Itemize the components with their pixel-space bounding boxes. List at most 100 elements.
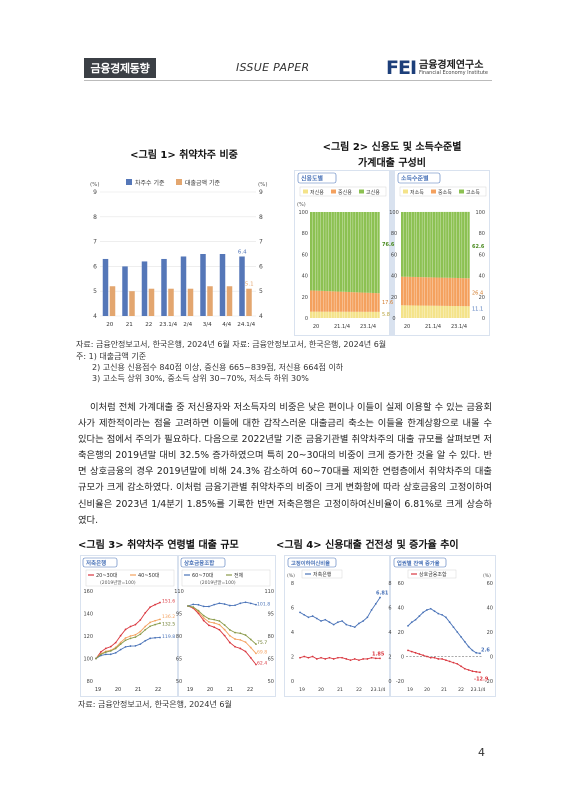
fig3-right-40-50-point [218, 623, 221, 626]
fig3-left-60-70-point [149, 637, 152, 640]
fig3-annotation: 132.5 [162, 622, 175, 628]
fig2-bar-right [416, 277, 420, 306]
fig4-right-savings-point [441, 613, 444, 616]
fig4-right-savings-point [471, 649, 474, 652]
fig2-bar-right [419, 305, 422, 318]
fig3-left-20-30-point [139, 619, 142, 621]
fig3-left-60-70-point [154, 636, 156, 639]
fig2-bar-right [459, 211, 462, 279]
fig1-annotation: 5.1 [245, 282, 254, 288]
fig2-bar-left [377, 212, 380, 294]
fig2-bar-left [310, 311, 313, 318]
fig4-right-coop-point [418, 653, 421, 655]
fig2-bar-left [371, 311, 375, 318]
fig2-bar-left [355, 292, 359, 312]
fig2-bar-left [328, 291, 332, 312]
fig2-bar-right [443, 305, 446, 318]
fig3-left-40-50-point [119, 641, 122, 644]
fig3-right-20-30-point [255, 663, 257, 666]
fig2-bar-right [448, 305, 452, 318]
fig2-bar-right [440, 305, 444, 318]
fig3-left-20-30-point [134, 623, 137, 626]
fig4-ytick-mid-left: 0 [388, 679, 391, 685]
fig2-bar-left [355, 311, 359, 318]
fig1-ytick-left: 4 [93, 313, 97, 320]
fig4-ytick-left: 8 [291, 581, 294, 587]
fig3-left-20-30-point [159, 601, 161, 604]
fig4-right-savings-point [444, 616, 447, 619]
fig2-bar-left [326, 291, 329, 312]
fig2-bar-left [323, 311, 326, 318]
fig2-bar-left [371, 292, 375, 312]
fig4-left-savings-point [353, 626, 356, 628]
fig2-bar-right [435, 211, 438, 278]
fig2-ytick-left: 100 [298, 210, 308, 216]
fig4-left-coop-point [345, 658, 348, 660]
fig4-right-coop-point [414, 651, 417, 654]
fig3-ytick-mid: 50 [176, 679, 182, 685]
fig3-legend-note-left: (2019년말=100) [100, 579, 136, 586]
fig3-xtick-right: 22 [247, 687, 253, 693]
fig2-bar-left [361, 212, 364, 293]
fig2-bar-left [361, 292, 364, 312]
fig2-bar-right [406, 276, 409, 306]
fig2-bar-right [411, 305, 414, 318]
fig2-bar-left [350, 292, 353, 312]
fig1-xtick: 2/4 [183, 322, 192, 328]
fig3-left-total-point [159, 622, 161, 625]
fig2-bar-left [361, 311, 364, 318]
fig3-annotation: 136.2 [162, 614, 175, 620]
fig2-bar-left [328, 311, 332, 318]
fig3-right-total-point [197, 609, 200, 612]
fig4-right-savings-point [452, 626, 455, 628]
fig2-ytick-left: 80 [302, 231, 308, 237]
fig2-ytick-mid: 60 [391, 252, 397, 258]
fig3-left-40-50-point [129, 635, 132, 637]
fig1-bar [226, 286, 233, 316]
fig3-left-40-50-point [159, 618, 161, 621]
fig4-right-savings-point [437, 612, 440, 615]
fig4-ytick-mid-right: 40 [398, 606, 404, 612]
fig3-legend-box-left [85, 569, 175, 587]
fig2-bar-right [406, 211, 409, 277]
fig4-left-coop-point [341, 656, 344, 659]
note-3: 3) 고소득 상위 30%, 중소득 상위 30~70%, 저소득 하위 30% [92, 374, 309, 383]
fig2-bar-left [336, 291, 340, 312]
fig4-right-coop-point [456, 662, 459, 665]
fig4-xtick-right: 23.1/4 [471, 687, 486, 693]
fig2-bar-right [414, 305, 417, 318]
fig4-xtick-left: 21 [337, 687, 343, 693]
fig2-bar-left [326, 311, 329, 318]
fig3-ytick-right: 95 [268, 612, 274, 618]
fig3-right-60-70-point [234, 604, 236, 607]
fig3-ytick-mid: 65 [176, 657, 182, 663]
fig2-bar-right [435, 277, 438, 306]
fig2-bar-left [323, 212, 326, 291]
fig2-bar-left [369, 292, 372, 312]
fig4-left-panel [285, 556, 389, 696]
fig2-xtick-left: 21.1/4 [334, 324, 350, 330]
fig3-left-total-point [95, 657, 97, 660]
fig3-left-60-70-point [159, 636, 161, 639]
fig2-legend-swatch-right [459, 189, 464, 194]
fig3-left-total-point [149, 625, 152, 628]
fig4-xtick-left: 23.1/4 [371, 687, 386, 693]
fig4-right-savings-point [418, 615, 421, 617]
fig3-left-40-50-point [149, 621, 152, 624]
fig2-bar-left [374, 212, 378, 294]
fig2-bar-left [342, 291, 345, 312]
fig2-bar-right [414, 276, 417, 306]
fig2-bar-right [464, 211, 468, 279]
fig2-bar-right [422, 211, 425, 278]
fig2-legend-swatch-left [303, 189, 308, 194]
fig2-bar-left [369, 311, 372, 318]
fig2-bar-right [467, 211, 470, 279]
fig4-left-coop-point [362, 658, 365, 660]
fig4-left-savings-point [332, 623, 335, 626]
fig1-bar [239, 256, 245, 316]
fig3-ytick-mid: 110 [174, 589, 184, 595]
fig2-legend-label-left: 저신용 [310, 189, 324, 196]
fig3-right-20-30-point [234, 645, 236, 648]
fig3-right-20-30-point [249, 656, 252, 659]
fig2-bar-left [334, 291, 337, 312]
